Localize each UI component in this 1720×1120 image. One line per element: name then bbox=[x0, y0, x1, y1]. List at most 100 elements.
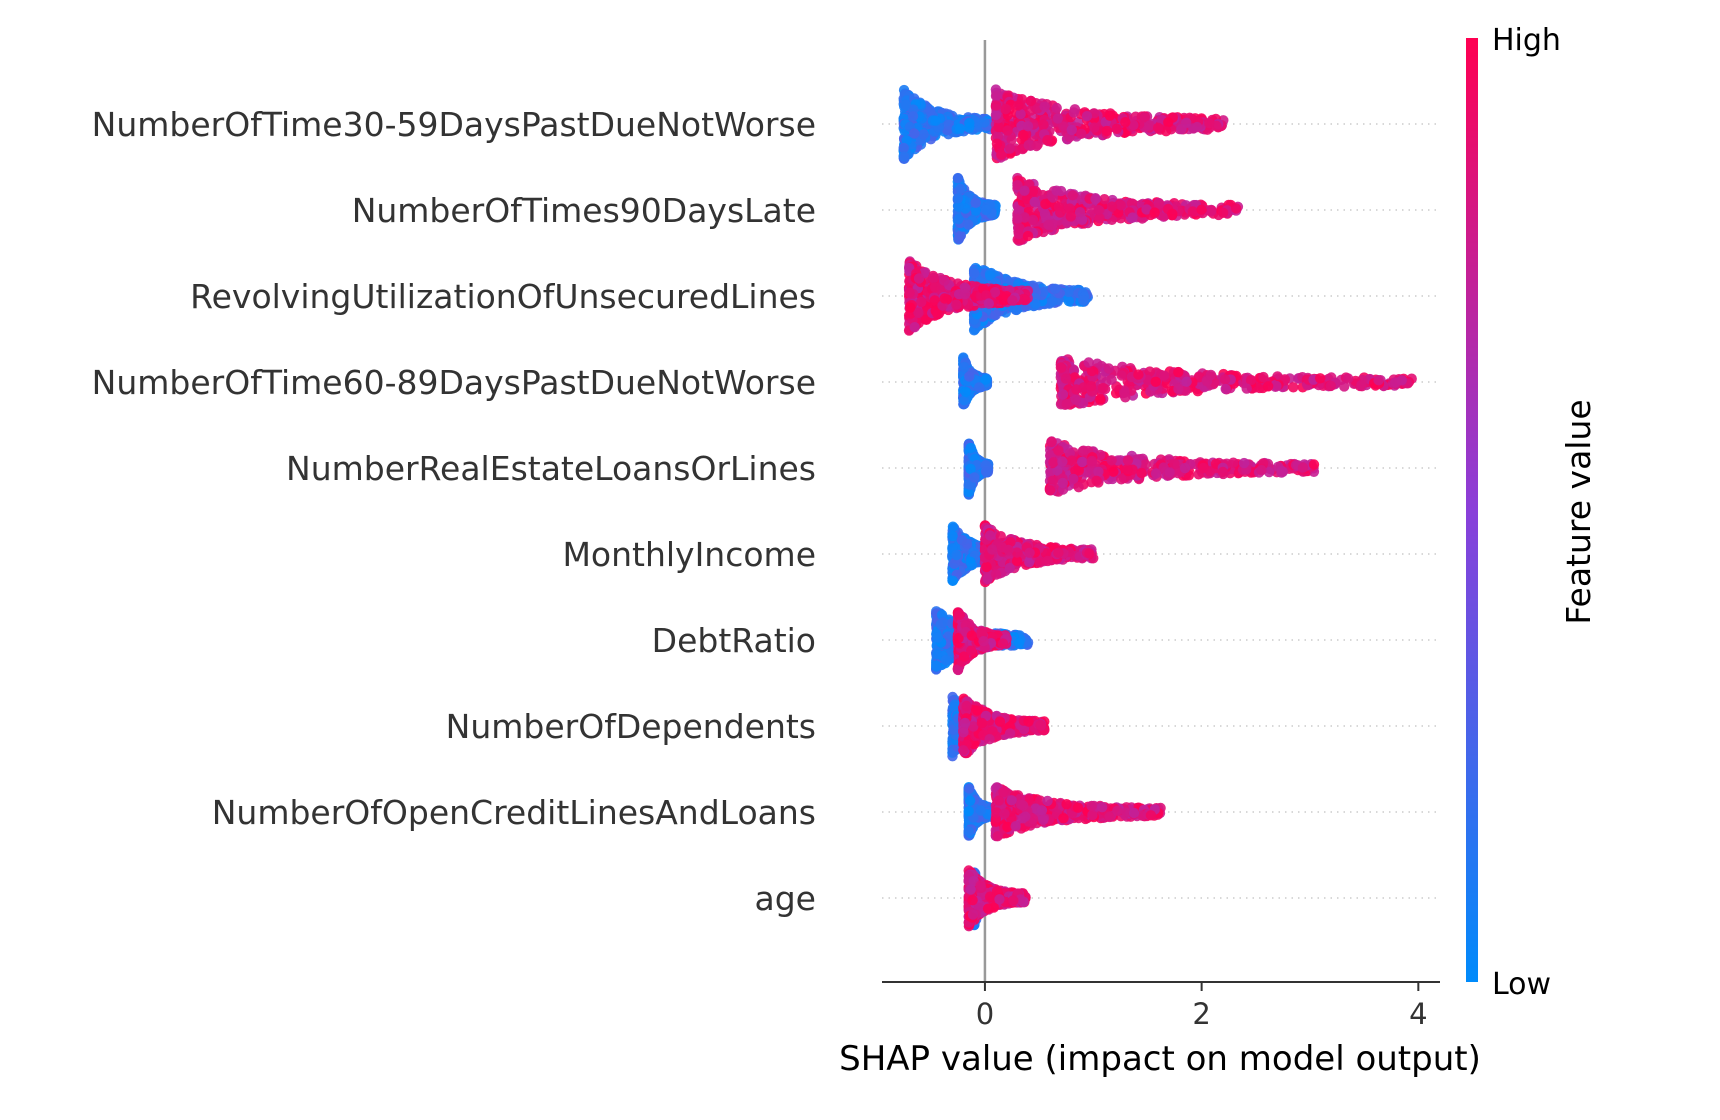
shap-point bbox=[1220, 383, 1231, 395]
shap-point bbox=[1154, 198, 1165, 209]
shap-point bbox=[1116, 474, 1127, 485]
shap-point bbox=[929, 282, 941, 293]
shap-point bbox=[1048, 457, 1059, 468]
shap-point bbox=[1106, 455, 1117, 466]
shap-point bbox=[1065, 211, 1077, 222]
shap-point bbox=[1390, 377, 1401, 388]
shap-point bbox=[1057, 456, 1068, 467]
shap-point bbox=[1160, 126, 1172, 137]
shap-point bbox=[1179, 462, 1191, 474]
shap-point bbox=[1045, 466, 1056, 478]
shap-point bbox=[960, 288, 971, 300]
shap-point bbox=[1116, 370, 1127, 381]
shap-point bbox=[1076, 128, 1087, 139]
shap-point bbox=[898, 151, 910, 162]
shap-point bbox=[925, 106, 936, 117]
shap-point bbox=[1093, 466, 1104, 477]
shap-point bbox=[909, 322, 920, 333]
shap-point bbox=[1122, 455, 1134, 466]
shap-point bbox=[1055, 362, 1067, 373]
shap-point bbox=[1153, 122, 1164, 133]
shap-point bbox=[1373, 375, 1384, 386]
shap-point bbox=[990, 309, 1001, 321]
shap-point bbox=[1173, 383, 1184, 395]
shap-point bbox=[970, 197, 981, 208]
shap-point bbox=[960, 386, 971, 397]
shap-point bbox=[955, 183, 966, 194]
shap-point bbox=[1204, 118, 1215, 129]
shap-point bbox=[993, 121, 1004, 133]
shap-point bbox=[951, 299, 962, 310]
shap-point bbox=[1015, 108, 1026, 120]
shap-point bbox=[947, 575, 958, 586]
shap-point bbox=[1022, 230, 1034, 242]
shap-point bbox=[1031, 140, 1042, 152]
shap-point bbox=[1091, 475, 1102, 486]
shap-point bbox=[1104, 110, 1116, 121]
shap-point bbox=[1205, 369, 1217, 381]
shap-point bbox=[939, 275, 950, 286]
shap-point bbox=[913, 273, 925, 284]
shap-point bbox=[1002, 125, 1013, 136]
shap-point bbox=[983, 298, 994, 309]
shap-point bbox=[1081, 111, 1093, 122]
shap-point bbox=[909, 128, 920, 139]
shap-point bbox=[1263, 381, 1274, 392]
shap-point bbox=[947, 530, 958, 542]
shap-point bbox=[916, 296, 927, 308]
shap-point bbox=[1101, 125, 1113, 137]
shap-point bbox=[904, 302, 916, 313]
shap-point bbox=[1012, 180, 1023, 191]
shap-point bbox=[1115, 200, 1127, 211]
shap-point bbox=[1060, 373, 1072, 384]
shap-point bbox=[1067, 190, 1078, 201]
shap-point bbox=[1288, 382, 1299, 393]
shap-point bbox=[1325, 380, 1337, 392]
shap-point bbox=[956, 534, 968, 546]
shap-point bbox=[1297, 462, 1309, 473]
shap-point bbox=[1063, 295, 1075, 307]
shap-point bbox=[1057, 389, 1069, 400]
shap-point bbox=[1005, 143, 1016, 154]
shap-point bbox=[947, 521, 959, 532]
shap-point bbox=[1078, 295, 1089, 306]
shap-point bbox=[1046, 436, 1057, 448]
shap-point bbox=[1238, 457, 1250, 469]
shap-point bbox=[907, 111, 919, 122]
shap-point bbox=[990, 109, 1002, 121]
shap-point bbox=[1111, 123, 1122, 134]
shap-point bbox=[1127, 212, 1138, 223]
shap-point bbox=[1018, 129, 1029, 141]
shap-point bbox=[952, 193, 964, 204]
shap-point bbox=[964, 371, 975, 382]
shap-point bbox=[1342, 373, 1354, 384]
shap-point bbox=[1043, 219, 1054, 231]
shap-point bbox=[1163, 117, 1174, 128]
shap-point bbox=[965, 442, 976, 454]
shap-point bbox=[918, 129, 929, 140]
shap-point bbox=[1139, 112, 1151, 123]
shap-point bbox=[1007, 295, 1018, 306]
shap-point bbox=[1276, 465, 1287, 476]
shap-point bbox=[1069, 104, 1081, 115]
shap-point bbox=[1012, 213, 1023, 224]
shap-point bbox=[979, 117, 990, 128]
shap-point bbox=[1106, 201, 1118, 212]
shap-point bbox=[1074, 207, 1086, 218]
shap-point bbox=[1055, 207, 1066, 218]
shap-point bbox=[1181, 376, 1192, 387]
shap-point bbox=[900, 99, 911, 111]
shap-point bbox=[1027, 214, 1039, 226]
shap-point bbox=[1120, 117, 1131, 128]
shap-point bbox=[1150, 376, 1161, 387]
shap-point bbox=[1044, 485, 1056, 496]
shap-point bbox=[1196, 204, 1207, 215]
shap-point bbox=[1066, 124, 1078, 136]
shap-point bbox=[932, 309, 943, 320]
shap-point bbox=[1051, 102, 1062, 114]
shap-point bbox=[1039, 101, 1050, 112]
shap-point bbox=[1094, 213, 1105, 224]
shap-point bbox=[965, 556, 976, 567]
shap-point bbox=[1103, 363, 1115, 374]
